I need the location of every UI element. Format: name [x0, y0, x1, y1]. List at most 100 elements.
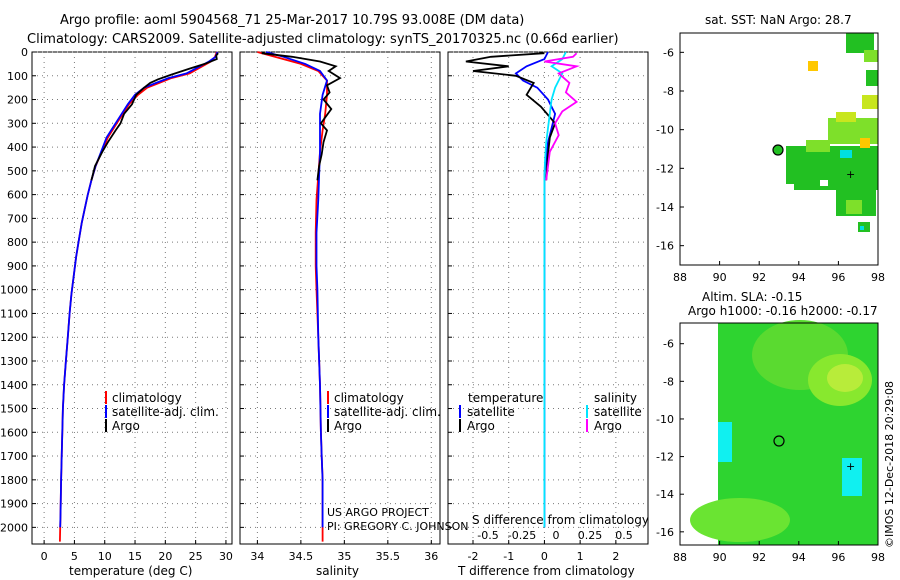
series-temperature-argo: [465, 52, 557, 181]
sst-patch: [846, 33, 874, 53]
sla-blob: [690, 498, 790, 542]
sla-blob: [827, 364, 863, 392]
map-x-tick-label: 92: [752, 551, 766, 564]
sst-patch: [820, 180, 828, 186]
sla-map-title-2: Argo h1000: -0.16 h2000: -0.17: [688, 304, 878, 318]
sst-map-frame: [679, 32, 879, 266]
depth-tick-label: 1200: [0, 331, 28, 344]
series-salinity-argo: [544, 52, 581, 181]
sla-cyan-patch: [842, 458, 862, 496]
depth-tick-label: 800: [7, 236, 28, 249]
map-x-tick-label: 90: [713, 271, 727, 284]
sst-patch: [860, 226, 864, 230]
depth-tick-label: 1000: [0, 284, 28, 297]
s-diff-tick-label: 0.5: [615, 529, 633, 542]
map-x-tick-label: 98: [871, 551, 885, 564]
map-y-tick-label: -12: [656, 162, 674, 175]
legend-argo: Argo: [334, 419, 362, 433]
s-diff-tick-label: -0.25: [508, 529, 536, 542]
depth-tick-label: 100: [7, 70, 28, 83]
x-tick-label: 25: [189, 550, 203, 563]
depth-tick-label: 600: [7, 189, 28, 202]
sst-patch: [846, 200, 862, 214]
sst-patch: [808, 61, 818, 71]
salinity-xlabel: salinity: [316, 564, 359, 578]
sst-patch: [862, 95, 878, 109]
legend-temp-satellite: satellite: [467, 405, 515, 419]
depth-tick-label: 700: [7, 212, 28, 225]
sst-patch: [864, 50, 878, 62]
imos-watermark: ©IMOS 12-Dec-2018 20:29:08: [883, 381, 896, 548]
sst-patch: [860, 138, 870, 148]
x-tick-label: 15: [128, 550, 142, 563]
x-tick-label: 30: [219, 550, 233, 563]
s-diff-tick-label: -0.5: [477, 529, 498, 542]
sst-map: +: [680, 33, 878, 265]
map-x-tick-label: 90: [713, 551, 727, 564]
legend-climatology: climatology: [112, 391, 182, 405]
map-y-tick-label: -16: [656, 240, 674, 253]
depth-tick-label: 1300: [0, 355, 28, 368]
map-x-tick-label: 98: [871, 271, 885, 284]
series-satellite-adj-clim-: [265, 51, 328, 528]
depth-tick-label: 1800: [0, 474, 28, 487]
depth-tick-label: 1600: [0, 426, 28, 439]
depth-tick-label: 1900: [0, 498, 28, 511]
map-y-tick-label: -6: [663, 46, 674, 59]
difference-legend: temperature satellite Argo salinity sate…: [459, 391, 642, 433]
legend-argo: Argo: [112, 419, 140, 433]
temperature-legend: climatology satellite-adj. clim. Argo: [105, 391, 219, 433]
x-tick-label: 0: [41, 550, 48, 563]
salinity-panel: [239, 51, 441, 545]
x-tick-label: 34: [250, 550, 264, 563]
x-tick-label: 0: [541, 550, 548, 563]
sst-patch: [866, 70, 878, 86]
s-diff-tick-label: 0.25: [578, 529, 603, 542]
map-x-tick-label: 88: [673, 551, 687, 564]
title-line-2: Climatology: CARS2009. Satellite-adjuste…: [27, 32, 619, 47]
depth-tick-label: 500: [7, 165, 28, 178]
series-argo: [261, 52, 342, 181]
map-y-tick-label: -6: [663, 338, 674, 351]
sst-patch: [786, 184, 794, 190]
legend-temperature-title: temperature: [468, 391, 543, 405]
sst-patch: [836, 112, 856, 122]
track-mark: +: [846, 460, 855, 473]
x-tick-label: -2: [468, 550, 479, 563]
float-position-marker: [773, 435, 785, 447]
s-difference-label: S difference from climatology: [472, 513, 649, 527]
series-argo: [90, 52, 219, 181]
depth-tick-label: 1100: [0, 307, 28, 320]
map-x-tick-label: 96: [831, 551, 845, 564]
sst-patch: [840, 150, 852, 158]
depth-tick-label: 900: [7, 260, 28, 273]
depth-tick-label: 400: [7, 141, 28, 154]
depth-tick-label: 300: [7, 117, 28, 130]
temperature-xlabel: temperature (deg C): [69, 564, 192, 578]
map-y-tick-label: -12: [656, 451, 674, 464]
float-position-marker: [772, 144, 784, 156]
depth-tick-label: 1500: [0, 403, 28, 416]
map-y-tick-label: -10: [656, 413, 674, 426]
depth-tick-label: 0: [21, 46, 28, 59]
legend-temp-argo: Argo: [467, 419, 495, 433]
series-climatology: [59, 51, 218, 542]
map-x-tick-label: 96: [831, 271, 845, 284]
sst-map-title: sat. SST: NaN Argo: 28.7: [705, 13, 852, 27]
depth-tick-label: 200: [7, 94, 28, 107]
grid-lines: [32, 51, 648, 544]
map-x-tick-label: 94: [792, 551, 806, 564]
sla-map-axes: 88 90 92 94 96 98 -6 -8 -10 -12 -14 -16: [656, 338, 885, 564]
depth-tick-label: 1700: [0, 450, 28, 463]
credit-pi: PI: GREGORY C. JOHNSON: [327, 520, 468, 533]
legend-salinity-title: salinity: [594, 391, 637, 405]
sla-map: +: [680, 320, 878, 545]
map-y-tick-label: -14: [656, 488, 674, 501]
title-line-1: Argo profile: aoml 5904568_71 25-Mar-201…: [60, 13, 524, 28]
profile-series: [59, 51, 581, 542]
depth-axis: 0 100 200 300 400 500 600 700 800 900 1000 1100 1200…: [0, 46, 452, 534]
x-tick-label: 20: [158, 550, 172, 563]
s-diff-tick-label: 0: [553, 529, 560, 542]
legend-sal-satellite: satellite: [594, 405, 642, 419]
x-tick-label: 36: [424, 550, 438, 563]
